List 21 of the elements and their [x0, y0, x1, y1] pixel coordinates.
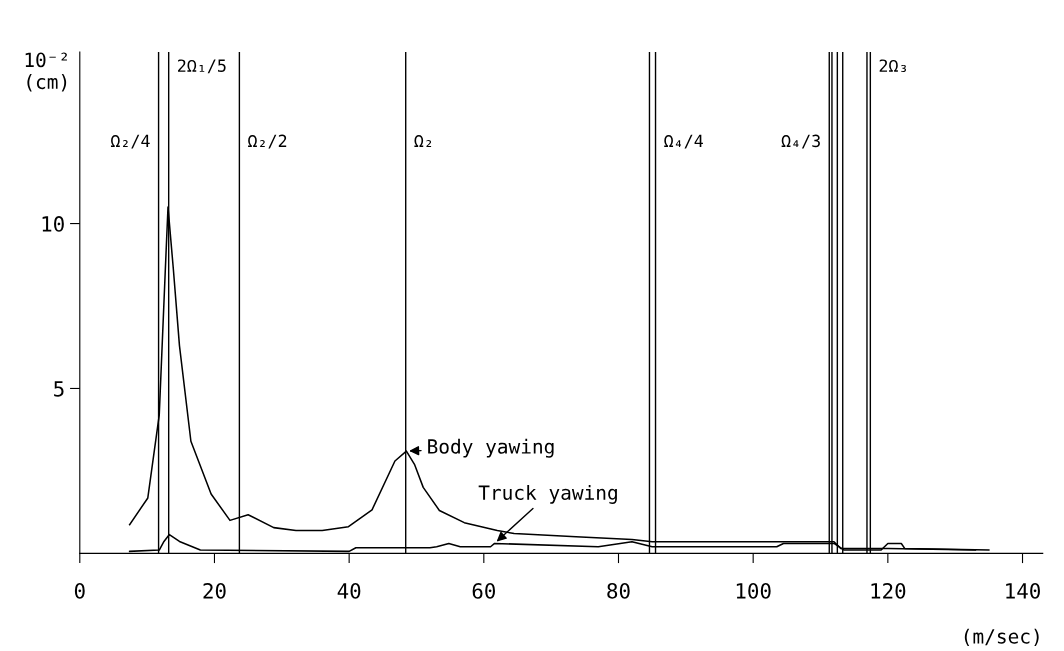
x-tick-label: 20: [203, 583, 226, 599]
x-tick-label: 80: [607, 583, 630, 599]
x-tick-label: 140: [1006, 583, 1040, 599]
ref-line-label: Ω₄/3: [781, 134, 820, 149]
x-tick-label: 100: [736, 583, 771, 599]
ref-line-label: 2Ω₁/5: [178, 59, 226, 74]
ref-line-label: Ω₂/2: [248, 134, 287, 149]
x-axis-title: (m/sec): [964, 628, 1039, 646]
text: Truck yawing: [478, 484, 617, 504]
ref-line-label: Ω₄/4: [664, 134, 703, 149]
ref-line-label: Ω₂: [414, 135, 432, 148]
x-tick-label: 40: [337, 583, 361, 599]
x-tick-label: 120: [871, 583, 906, 599]
ref-line-label: Ω₂/4: [110, 134, 150, 149]
y-axis-title: 10⁻² (cm): [25, 52, 67, 92]
y-tick-label: 5: [54, 381, 64, 397]
legend-label: Body yawing: [428, 438, 554, 458]
x-tick-label: 60: [472, 583, 496, 599]
ref-line-label: 2Ω₃: [879, 59, 907, 72]
y-tick-label: 10: [42, 216, 64, 232]
x-tick-label: 0: [74, 583, 85, 599]
